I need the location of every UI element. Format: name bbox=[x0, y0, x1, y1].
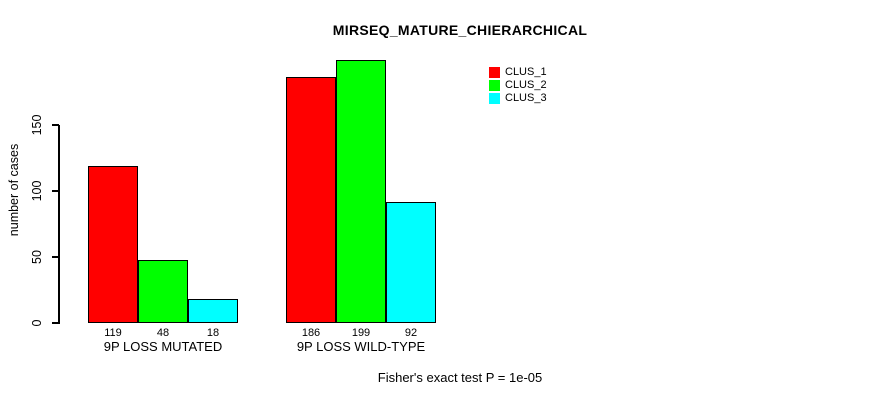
legend-item-clus2: CLUS_2 bbox=[489, 79, 547, 92]
legend-label-clus3: CLUS_3 bbox=[505, 92, 547, 104]
bar-clus_3-group2 bbox=[386, 201, 436, 323]
bar-value-label: 119 bbox=[104, 327, 122, 339]
bar-clus_3-group1 bbox=[188, 299, 238, 323]
stats-annotation: Fisher's exact test P = 1e-05 bbox=[377, 370, 543, 385]
legend-swatch-clus2-icon bbox=[489, 80, 500, 91]
bar-value-label: 18 bbox=[206, 327, 220, 339]
legend-item-clus1: CLUS_1 bbox=[489, 66, 547, 79]
y-axis-tick bbox=[52, 190, 59, 192]
bar-value-label: 199 bbox=[351, 327, 371, 339]
bar-value-label: 92 bbox=[404, 327, 418, 339]
chart-title: MIRSEQ_MATURE_CHIERARCHICAL bbox=[332, 22, 588, 38]
y-axis-tick-label: 100 bbox=[30, 180, 44, 202]
legend: CLUS_1 CLUS_2 CLUS_3 bbox=[489, 66, 547, 105]
legend-item-clus3: CLUS_3 bbox=[489, 92, 547, 105]
y-axis-tick bbox=[52, 256, 59, 258]
legend-label-clus2: CLUS_2 bbox=[505, 79, 547, 91]
legend-swatch-clus1-icon bbox=[489, 67, 500, 78]
y-axis-tick-label: 50 bbox=[30, 250, 44, 264]
bar-value-label: 48 bbox=[156, 327, 170, 339]
y-axis-tick bbox=[52, 322, 59, 324]
y-axis-tick-label: 150 bbox=[30, 114, 44, 136]
legend-label-clus1: CLUS_1 bbox=[505, 66, 547, 78]
y-axis-tick bbox=[52, 124, 59, 126]
category-label: 9P LOSS MUTATED bbox=[103, 339, 223, 354]
y-axis-title: number of cases bbox=[7, 143, 21, 237]
y-axis-line bbox=[58, 125, 60, 324]
bar-clus_1-group2 bbox=[286, 77, 336, 323]
bar-clus_2-group2 bbox=[336, 60, 386, 323]
bar-clus_2-group1 bbox=[138, 259, 188, 323]
y-axis-tick-label: 0 bbox=[30, 319, 44, 327]
bar-clus_1-group1 bbox=[88, 165, 138, 323]
legend-swatch-clus3-icon bbox=[489, 93, 500, 104]
bar-value-label: 186 bbox=[301, 327, 321, 339]
category-label: 9P LOSS WILD-TYPE bbox=[296, 339, 426, 354]
